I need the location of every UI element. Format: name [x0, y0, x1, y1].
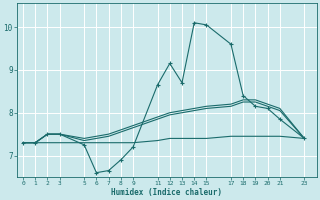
- X-axis label: Humidex (Indice chaleur): Humidex (Indice chaleur): [111, 188, 222, 197]
